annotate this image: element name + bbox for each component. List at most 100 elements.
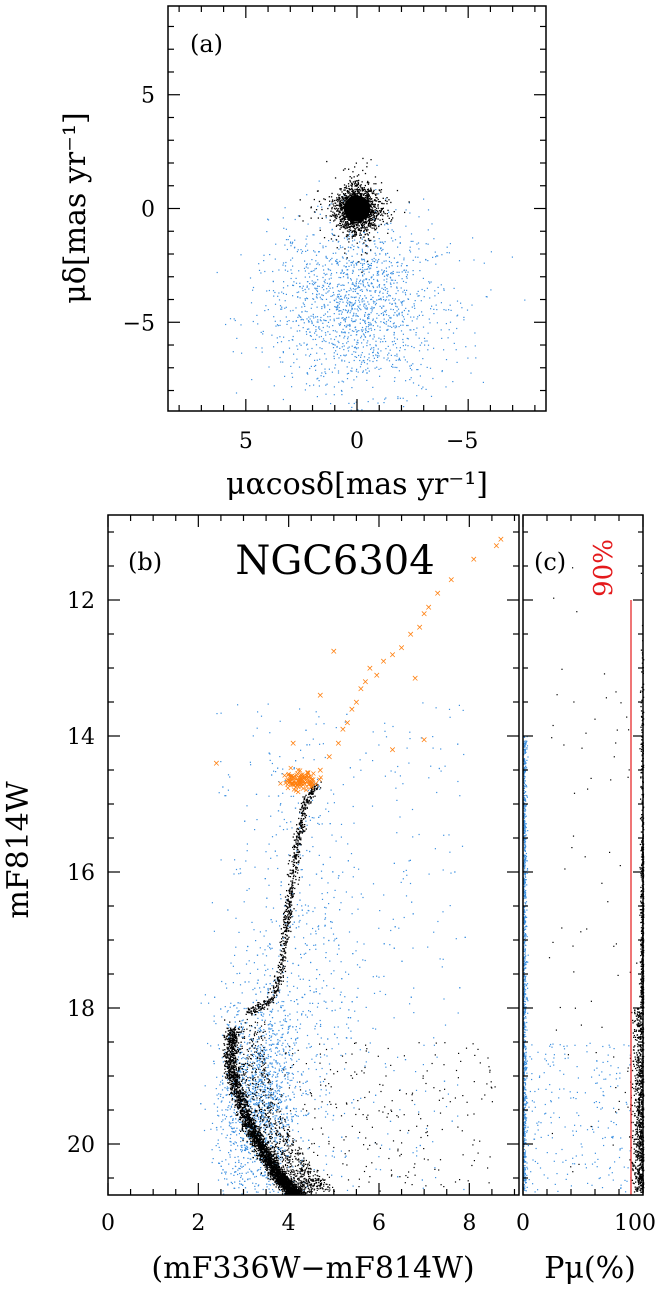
pm-field-star	[342, 381, 345, 383]
pm-member-star	[408, 201, 410, 203]
cmd-field-star	[217, 1098, 219, 1100]
pm-field-star	[405, 294, 407, 296]
cmd-field-star	[458, 704, 460, 706]
pm-member-star	[341, 219, 343, 221]
pm-member-star	[370, 190, 373, 192]
cmd-field-star	[326, 1007, 328, 1009]
cmd-field-star	[295, 1026, 297, 1028]
pm-field-star	[357, 342, 359, 344]
pm-member-star	[340, 202, 342, 204]
pm-field-star	[325, 292, 327, 294]
pm-member-star	[375, 228, 377, 231]
cmd-field-star	[221, 1034, 224, 1036]
cmd-field-star	[314, 1028, 316, 1030]
cmd-field-star	[236, 1070, 238, 1072]
pm-field-star	[353, 339, 356, 341]
pm-field-star	[347, 336, 349, 338]
pm-field-star	[336, 261, 338, 263]
pm-field-star	[415, 334, 417, 336]
pm-field-star	[426, 366, 428, 368]
pm-field-star	[355, 288, 357, 290]
pm-field-star	[321, 330, 323, 332]
pm-field-star	[427, 260, 429, 262]
pm-field-star	[347, 340, 349, 343]
pm-member-star	[349, 219, 351, 221]
cmd-field-star	[311, 1014, 313, 1016]
pm-field-star	[319, 296, 321, 298]
pm-field-star	[363, 231, 365, 233]
pm-field-star	[305, 245, 307, 247]
cmd-field-star	[250, 1170, 252, 1172]
pm-field-star	[408, 310, 410, 312]
pm-field-star	[407, 298, 410, 300]
pm-member-star	[346, 196, 348, 198]
pm-member-star	[343, 206, 345, 208]
cmd-field-star	[272, 1088, 274, 1090]
pm-field-star	[356, 376, 358, 378]
pm-field-star	[398, 314, 400, 316]
cmd-field-star	[246, 805, 248, 807]
pm-field-star	[390, 354, 392, 356]
cmd-field-star	[237, 1173, 239, 1176]
pm-field-star	[268, 289, 270, 292]
pm-field-star	[360, 283, 362, 285]
pm-field-star	[315, 267, 317, 270]
pm-field-star	[295, 277, 297, 279]
pm-field-star	[350, 264, 352, 266]
cmd-field-star	[325, 907, 327, 909]
pm-field-star	[422, 277, 424, 279]
pm-field-star	[378, 337, 380, 339]
pm-member-star	[358, 261, 360, 263]
pm-member-star	[360, 227, 362, 229]
cmd-field-star	[272, 907, 275, 909]
pm-field-star	[309, 385, 311, 387]
pm-field-star	[362, 275, 364, 277]
cmd-field-star	[307, 1148, 309, 1150]
pm-field-star	[366, 342, 368, 344]
pm-field-star	[359, 318, 361, 320]
pm-member-star	[375, 194, 377, 196]
pm-field-star	[316, 294, 318, 296]
pm-member-star	[350, 221, 352, 223]
pm-field-star	[353, 266, 355, 268]
pm-field-star	[266, 290, 268, 292]
pm-field-star	[401, 320, 404, 322]
pm-field-star	[363, 279, 365, 281]
pm-field-star	[363, 273, 365, 275]
cmd-field-star	[257, 1191, 259, 1193]
cmd-field-star	[291, 1059, 293, 1061]
pm-field-star	[329, 283, 331, 285]
pm-member-star	[360, 223, 362, 226]
pm-field-star	[387, 290, 389, 292]
cmd-field-star	[425, 1090, 427, 1092]
pm-field-star	[397, 265, 399, 267]
pm-member-star	[335, 239, 338, 241]
pm-field-star	[450, 309, 452, 311]
pm-field-star	[267, 219, 270, 221]
pm-field-star	[344, 331, 346, 333]
cmd-field-star	[233, 1086, 235, 1088]
cmd-field-star	[299, 978, 301, 980]
cmd-field-star	[299, 844, 301, 846]
pm-member-star	[372, 207, 374, 209]
pm-field-star	[291, 257, 294, 259]
cmd-field-star	[340, 961, 342, 963]
pm-member-star	[331, 201, 333, 203]
pm-field-star	[280, 341, 283, 343]
pm-field-star	[360, 363, 362, 365]
pm-field-star	[351, 345, 353, 347]
cmd-field-star	[260, 1112, 262, 1114]
pm-member-star	[367, 197, 369, 199]
pm-field-star	[336, 353, 338, 355]
cmd-field-star	[255, 1081, 257, 1083]
pm-field-star	[405, 209, 407, 211]
pm-field-star	[407, 345, 409, 347]
pm-field-star	[358, 297, 360, 299]
cmd-field-star	[240, 1023, 242, 1025]
pm-field-star	[313, 270, 315, 272]
cmd-field-star	[238, 873, 240, 875]
pm-field-star	[343, 288, 345, 291]
pm-field-star	[390, 262, 392, 264]
pm-member-star	[376, 193, 378, 195]
pm-member-star	[339, 222, 341, 224]
